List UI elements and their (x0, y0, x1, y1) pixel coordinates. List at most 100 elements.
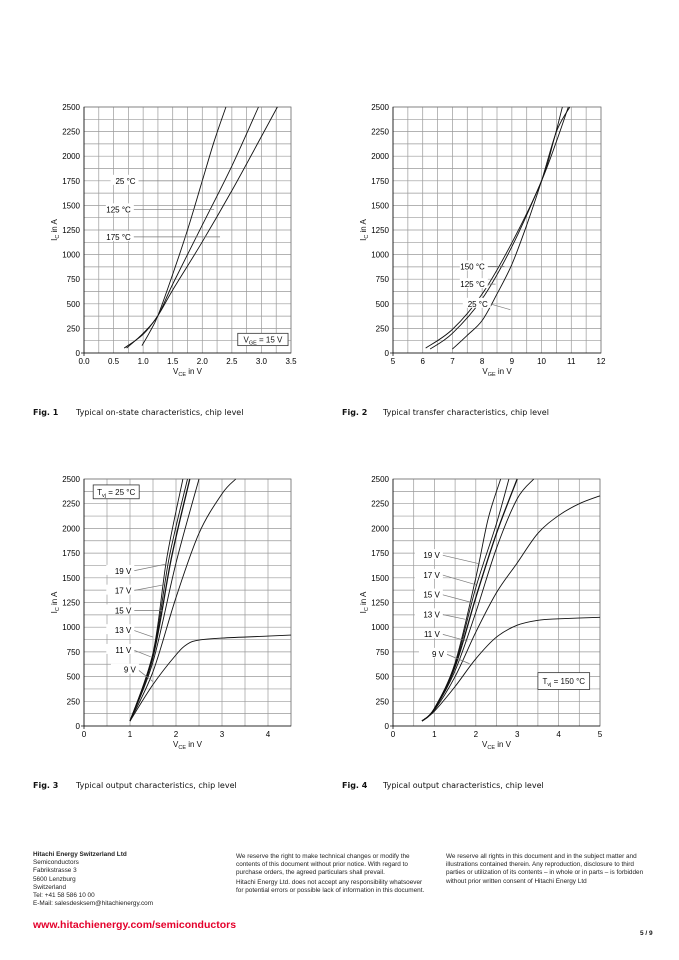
address-line: 5600 Lenzburg (33, 875, 76, 883)
y-tick-label: 1500 (371, 574, 389, 583)
y-tick-label: 2000 (62, 152, 80, 161)
label-subscript: vj (102, 493, 106, 499)
label-background (414, 588, 443, 599)
series-line-11-V (421, 495, 601, 722)
x-tick-label: 1 (128, 730, 133, 739)
label-background (106, 604, 135, 615)
y-tick-label: 1750 (62, 549, 80, 558)
address-line: Semiconductors (33, 859, 79, 867)
leader-line (441, 594, 472, 603)
fig-number: Fig. 3 (33, 781, 59, 790)
label-background (414, 608, 443, 619)
label-background (106, 564, 135, 575)
x-tick-label: 12 (597, 357, 606, 366)
fig-caption: Typical transfer characteristics, chip l… (383, 408, 549, 417)
x-tick-label: 3.0 (256, 357, 268, 366)
label-subscript: CE (487, 745, 495, 751)
address-line: Switzerland (33, 883, 67, 891)
caption-fig-1: Fig. 1 Typical on-state characteristics, … (33, 408, 243, 417)
y-tick-label: 2250 (62, 128, 80, 137)
y-tick-label: 500 (67, 300, 81, 309)
series-label: 175 °C (106, 233, 131, 242)
condition-label: VGE = 15 V (243, 335, 283, 346)
y-tick-label: 2250 (371, 128, 389, 137)
label-subscript: vj (547, 682, 551, 688)
y-tick-label: 500 (376, 673, 390, 682)
email: E-Mail: salesdesksem@hitachienergy.com (33, 900, 154, 908)
y-tick-label: 2000 (62, 524, 80, 533)
label-symbol: I (359, 611, 368, 613)
series-line-125-C (126, 106, 259, 349)
x-tick-label: 3 (515, 730, 520, 739)
label-background (106, 624, 135, 635)
y-tick-label: 2000 (371, 152, 389, 161)
website-link[interactable]: www.hitachienergy.com/semiconductors (33, 919, 237, 931)
y-tick-label: 1500 (62, 201, 80, 210)
y-tick-label: 1750 (371, 549, 389, 558)
series-line-17-V (129, 478, 188, 722)
condition-box (92, 484, 140, 500)
series-label: 17 V (423, 571, 440, 580)
leader-line (441, 633, 468, 642)
phone: Tel: +41 58 586 10 00 (33, 892, 95, 900)
label-symbol: V (243, 335, 249, 344)
series-label: 15 V (115, 606, 132, 615)
x-tick-label: 0.5 (108, 357, 120, 366)
series-label: 150 °C (460, 262, 485, 271)
condition-box (537, 672, 591, 690)
y-tick-label: 1500 (62, 574, 80, 583)
label-background (414, 568, 443, 579)
y-tick-label: 1000 (62, 251, 80, 260)
leader-line (133, 563, 167, 572)
footer-rights: We reserve all rights in this document a… (446, 853, 652, 886)
y-axis-label: IC in A (359, 218, 370, 240)
label-background (414, 628, 443, 639)
x-tick-label: 1.0 (138, 357, 150, 366)
label-background (414, 549, 443, 560)
footer-disclaimer: We reserve the right to make technical c… (236, 853, 428, 895)
page-number: 5 / 9 (640, 930, 653, 937)
y-tick-label: 0 (385, 349, 390, 358)
label-background (459, 260, 488, 271)
series-label: 19 V (115, 567, 132, 576)
label-unit: in A (50, 218, 59, 234)
y-tick-label: 1250 (371, 226, 389, 235)
y-tick-label: 250 (376, 324, 390, 333)
x-tick-label: 1 (432, 730, 437, 739)
x-tick-label: 9 (510, 357, 515, 366)
label-symbol: V (173, 740, 179, 749)
chart-4: 0 1 2 3 4 5 0 250 500 750 1000 1250 1500 1750 2000 2250… (359, 475, 603, 751)
x-axis-label: VGE in V (482, 367, 512, 378)
label-unit: in V (495, 740, 512, 749)
label-subscript: C (55, 235, 61, 239)
address-line: Fabrikstrasse 3 (33, 867, 77, 875)
y-tick-label: 750 (376, 275, 390, 284)
fig-caption: Typical output characteristics, chip lev… (383, 781, 544, 790)
label-subscript: C (364, 235, 370, 239)
series-line-15-V (421, 478, 518, 722)
label-symbol: V (482, 367, 488, 376)
y-tick-label: 1000 (371, 251, 389, 260)
series-line-9-V (421, 616, 601, 722)
y-tick-label: 2500 (62, 103, 80, 112)
leader-line (489, 303, 511, 311)
series-label: 13 V (423, 610, 440, 619)
series-label: 13 V (115, 626, 132, 635)
label-subscript: C (364, 607, 370, 611)
y-tick-label: 2000 (371, 524, 389, 533)
series-label: 125 °C (460, 280, 485, 289)
x-axis-label: VCE in V (173, 367, 203, 378)
label-subscript: GE (249, 340, 257, 346)
disclaimer-text: We reserve the right to make technical c… (236, 853, 410, 877)
label-background (418, 647, 447, 658)
leader-line (133, 649, 151, 658)
x-tick-label: 5 (598, 730, 603, 739)
leader-line (441, 574, 476, 586)
label-background (110, 174, 139, 185)
chart-2: 5 6 7 8 9 10 11 12 0 250 500 750 1000 1250 1500 1750 200… (359, 103, 606, 378)
y-tick-label: 1750 (62, 177, 80, 186)
fig-number: Fig. 1 (33, 408, 59, 417)
x-tick-label: 4 (556, 730, 561, 739)
series-line-9-V (129, 634, 292, 722)
y-tick-label: 1250 (371, 599, 389, 608)
